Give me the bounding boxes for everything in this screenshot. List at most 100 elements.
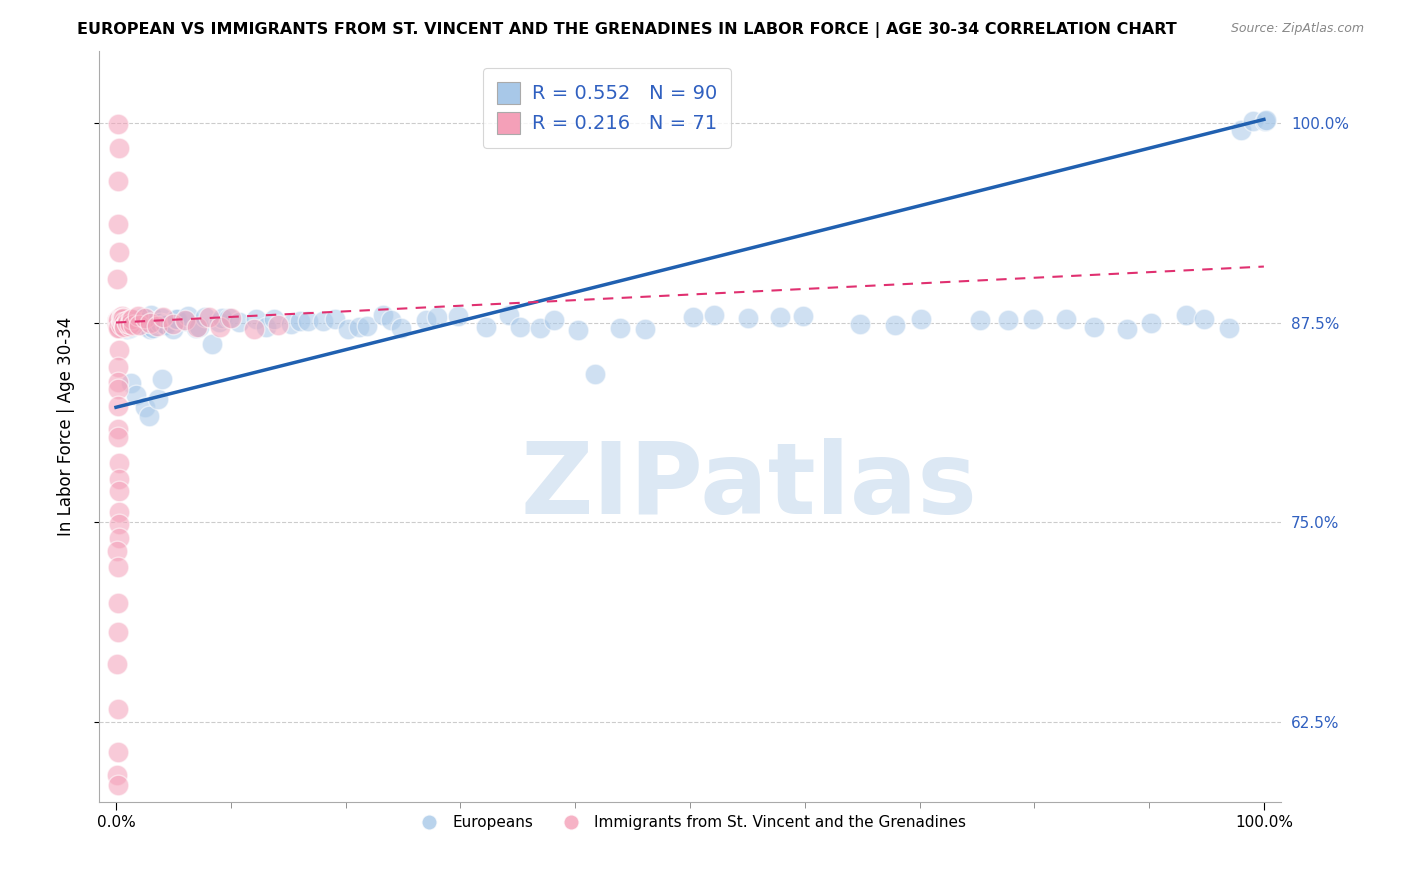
Legend: Europeans, Immigrants from St. Vincent and the Grenadines: Europeans, Immigrants from St. Vincent a… <box>408 809 972 836</box>
Point <box>111 318 134 332</box>
Point <box>139 308 162 322</box>
Point <box>475 320 498 334</box>
Point <box>155 318 177 333</box>
Point <box>509 319 531 334</box>
Point <box>120 312 142 326</box>
Point <box>128 318 150 332</box>
Point <box>132 310 155 325</box>
Point <box>146 318 169 333</box>
Point <box>356 318 378 333</box>
Point <box>910 312 932 326</box>
Point <box>107 314 129 328</box>
Point <box>121 312 143 326</box>
Point <box>111 312 134 326</box>
Point <box>1116 322 1139 336</box>
Point <box>107 360 129 375</box>
Point <box>1083 320 1105 334</box>
Point <box>107 624 129 639</box>
Point <box>108 531 131 545</box>
Point <box>567 323 589 337</box>
Point <box>197 310 219 324</box>
Point <box>263 312 285 326</box>
Point <box>134 401 156 415</box>
Point <box>107 173 129 187</box>
Point <box>153 317 176 331</box>
Point <box>447 309 470 323</box>
Point <box>108 244 131 259</box>
Point <box>186 319 208 334</box>
Point <box>1054 312 1077 326</box>
Point <box>152 310 174 324</box>
Point <box>134 310 156 325</box>
Point <box>121 315 143 329</box>
Point <box>389 320 412 334</box>
Y-axis label: In Labor Force | Age 30-34: In Labor Force | Age 30-34 <box>58 317 75 536</box>
Point <box>108 141 131 155</box>
Point <box>336 322 359 336</box>
Point <box>117 316 139 330</box>
Point <box>177 309 200 323</box>
Point <box>297 314 319 328</box>
Point <box>529 321 551 335</box>
Point <box>280 317 302 331</box>
Point <box>107 117 129 131</box>
Point <box>108 471 131 485</box>
Point <box>105 313 128 327</box>
Point <box>1241 114 1264 128</box>
Point <box>107 313 129 327</box>
Point <box>115 314 138 328</box>
Point <box>108 505 131 519</box>
Point <box>349 320 371 334</box>
Point <box>107 560 129 574</box>
Text: Source: ZipAtlas.com: Source: ZipAtlas.com <box>1230 22 1364 36</box>
Point <box>1230 122 1253 136</box>
Point <box>267 318 290 332</box>
Point <box>1192 311 1215 326</box>
Point <box>117 318 139 333</box>
Point <box>107 745 129 759</box>
Point <box>682 310 704 325</box>
Point <box>634 322 657 336</box>
Point <box>111 310 134 325</box>
Point <box>138 322 160 336</box>
Point <box>107 430 129 444</box>
Point <box>218 311 240 326</box>
Point <box>1175 309 1198 323</box>
Point <box>118 321 141 335</box>
Point <box>323 312 346 326</box>
Point <box>380 313 402 327</box>
Point <box>105 768 128 782</box>
Point <box>111 312 134 326</box>
Point <box>110 312 132 326</box>
Point <box>543 313 565 327</box>
Point <box>703 308 725 322</box>
Point <box>1022 312 1045 326</box>
Point <box>142 315 165 329</box>
Point <box>1140 316 1163 330</box>
Point <box>120 319 142 334</box>
Point <box>127 310 149 324</box>
Point <box>288 313 311 327</box>
Point <box>583 367 606 381</box>
Point <box>254 319 277 334</box>
Point <box>120 376 142 390</box>
Point <box>107 422 129 436</box>
Point <box>997 312 1019 326</box>
Point <box>107 399 129 413</box>
Point <box>125 388 148 402</box>
Point <box>107 321 129 335</box>
Point <box>107 778 129 792</box>
Point <box>108 516 131 531</box>
Point <box>415 312 437 326</box>
Point <box>112 320 135 334</box>
Point <box>150 372 173 386</box>
Point <box>498 309 520 323</box>
Point <box>107 375 129 389</box>
Text: ZIPatlas: ZIPatlas <box>520 438 977 535</box>
Point <box>124 313 146 327</box>
Point <box>1218 321 1240 335</box>
Point <box>111 315 134 329</box>
Point <box>107 318 129 332</box>
Point <box>105 272 128 286</box>
Point <box>117 322 139 336</box>
